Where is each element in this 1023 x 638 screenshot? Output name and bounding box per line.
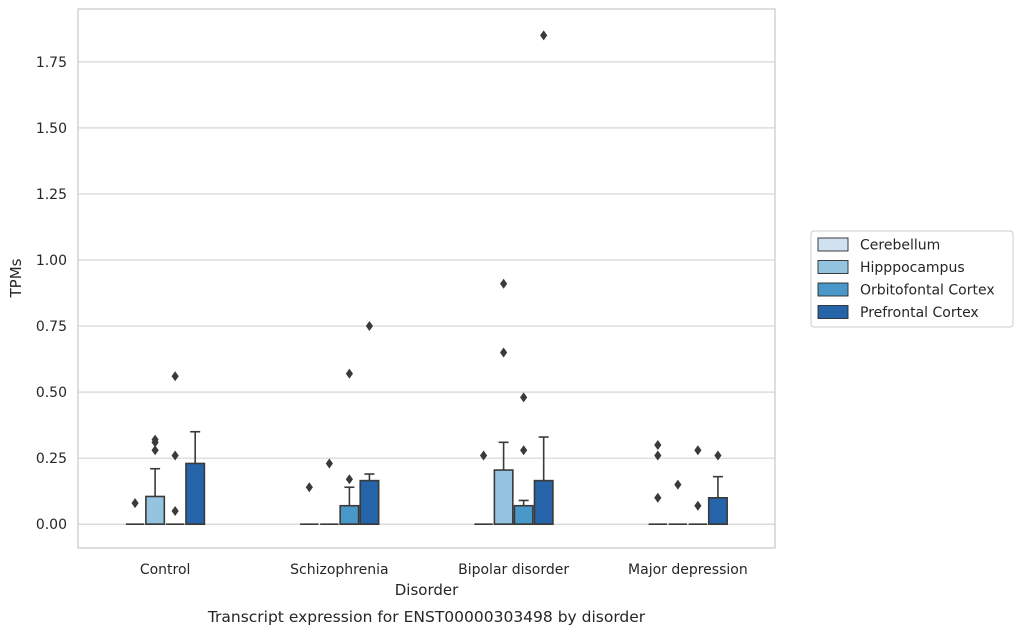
box-hipppocampus	[320, 458, 339, 526]
outlier-point	[171, 450, 179, 461]
legend-items: Cerebellum Hipppocampus Orbitofontal Corte…	[817, 237, 995, 321]
box-body	[707, 496, 728, 526]
x-tick-label: Bipolar disorder	[458, 562, 569, 578]
outlier-point	[500, 278, 508, 289]
box-cerebellum	[474, 450, 493, 526]
outlier-point	[654, 439, 662, 450]
x-tick-label: Schizophrenia	[290, 562, 388, 578]
box-body	[339, 504, 360, 526]
legend-label: Orbitofontal Cortex	[860, 283, 995, 299]
outlier-point	[151, 445, 159, 456]
outlier-point	[151, 437, 159, 448]
box-cerebellum	[125, 498, 145, 526]
x-axis-label: Disorder	[395, 581, 459, 599]
box-hipppocampus	[493, 278, 514, 526]
plot-frame	[77, 8, 776, 549]
x-tick-label: Major depression	[628, 562, 748, 578]
y-tick-labels: 0.00 0.25 0.50 0.75 1.00 1.25 1.50 1.75	[36, 55, 67, 533]
outlier-point	[694, 445, 702, 456]
grid-layer	[78, 61, 775, 525]
outlier-point	[171, 506, 179, 517]
outlier-point	[479, 450, 488, 461]
box-prefrontal-cortex	[707, 450, 728, 526]
legend-swatch	[817, 260, 849, 274]
box-body	[359, 479, 380, 526]
box-hipppocampus	[668, 479, 688, 526]
y-tick-label: 0.75	[36, 319, 67, 335]
box-body	[185, 462, 206, 526]
plot-layer	[125, 30, 728, 526]
box-orbitofontal-cortex	[339, 368, 360, 526]
chart-caption: Transcript expression for ENST0000030349…	[207, 608, 646, 626]
y-axis-label: TPMs	[7, 258, 25, 298]
y-tick-label: 1.50	[36, 121, 67, 137]
outlier-point	[540, 30, 548, 41]
outlier-point	[345, 474, 353, 485]
outlier-point	[674, 479, 682, 490]
box-prefrontal-cortex	[185, 430, 206, 526]
legend-label: Prefrontal Cortex	[860, 305, 979, 321]
y-tick-label: 0.25	[36, 451, 67, 467]
x-tick-label: Control	[140, 562, 191, 578]
outlier-point	[131, 498, 139, 509]
legend-label: Cerebellum	[860, 238, 940, 254]
outlier-point	[325, 458, 333, 469]
legend-frame	[810, 230, 1014, 328]
legend-swatch	[817, 282, 849, 297]
legend-swatch	[817, 305, 849, 319]
box-orbitofontal-cortex	[688, 445, 708, 526]
box-orbitofontal-cortex	[513, 392, 534, 526]
box-prefrontal-cortex	[359, 321, 380, 526]
y-tick-label: 1.25	[36, 187, 67, 203]
outlier-point	[171, 371, 179, 382]
box-orbitofontal-cortex	[165, 371, 185, 526]
outlier-point	[345, 368, 353, 379]
y-tick-label: 1.75	[36, 55, 67, 71]
outlier-point	[694, 500, 702, 511]
y-tick-label: 0.50	[36, 385, 67, 401]
outlier-point	[365, 321, 374, 332]
legend: Cerebellum Hipppocampus Orbitofontal Corte…	[810, 230, 1014, 328]
outlier-point	[654, 450, 662, 461]
y-tick-label: 1.00	[36, 253, 67, 269]
box-body	[533, 479, 554, 526]
outlier-point	[520, 445, 528, 456]
box-body	[513, 504, 534, 526]
outlier-point	[500, 347, 508, 358]
box-body	[493, 469, 514, 526]
x-tick-labels: Control Schizophrenia Bipolar disorder Majo…	[140, 562, 748, 578]
legend-label: Hipppocampus	[860, 260, 965, 276]
box-hipppocampus	[145, 434, 166, 526]
outlier-point	[714, 450, 722, 461]
outlier-point	[305, 482, 313, 493]
box-prefrontal-cortex	[533, 30, 554, 526]
y-tick-label: 0.00	[36, 517, 67, 533]
outlier-point	[654, 492, 662, 503]
outlier-point	[520, 392, 528, 403]
box-body	[145, 495, 166, 526]
box-cerebellum	[648, 439, 668, 526]
box-cerebellum	[300, 482, 319, 526]
legend-swatch	[817, 237, 849, 252]
